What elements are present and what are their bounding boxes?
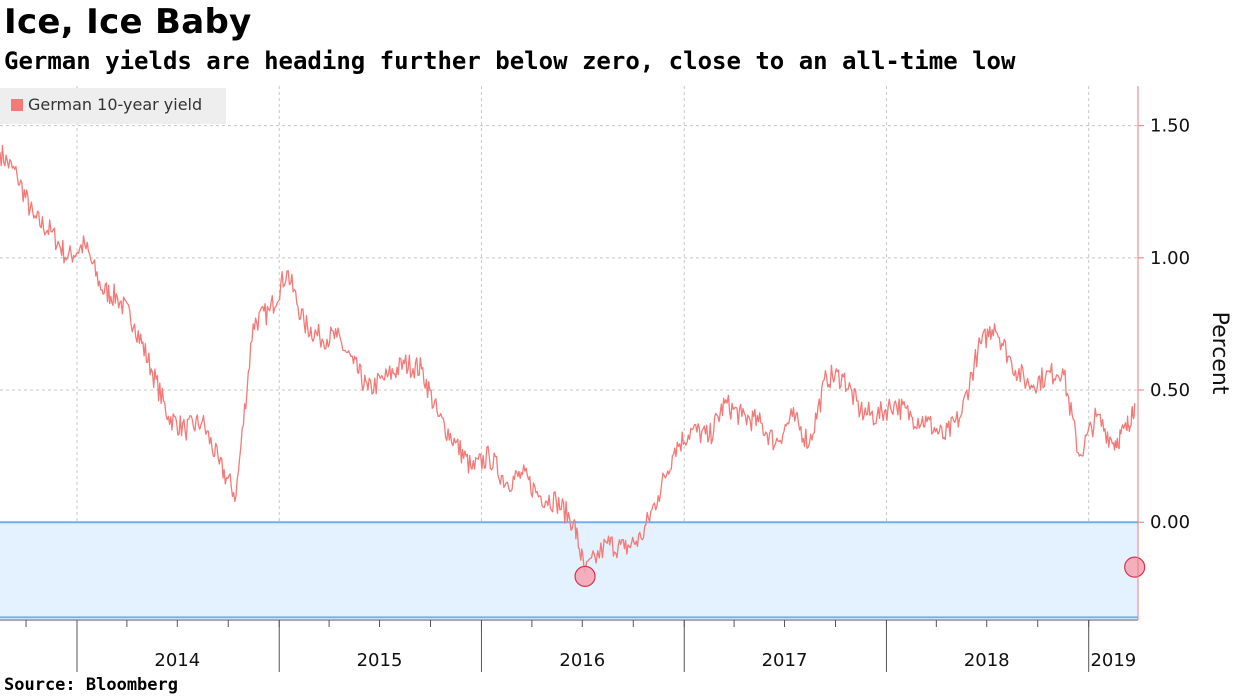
highlight-marker-1 (1124, 556, 1146, 578)
source-note: Source: Bloomberg (4, 675, 178, 695)
zero-band-fill (0, 522, 1138, 618)
y-tick-label-3: 0.00 (1150, 512, 1190, 533)
marker-layer (574, 556, 1146, 587)
axis-layer: 1.50 1.00 0.50 0.00 2014 2015 2016 2017 2018 2019 (0, 86, 1190, 672)
series-layer (0, 144, 1136, 574)
y-axis-title: Percent (1207, 312, 1232, 395)
highlight-marker-0 (574, 565, 596, 587)
x-tick-label-2014: 2014 (154, 650, 200, 671)
x-tick-label-2015: 2015 (357, 650, 403, 671)
series-line-german-10-year-yield (0, 144, 1136, 574)
chart-title: Ice, Ice Baby (4, 2, 252, 42)
y-tick-label-1: 1.00 (1150, 248, 1190, 269)
chart-subtitle: German yields are heading further below … (4, 47, 1016, 75)
legend-label: German 10-year yield (28, 95, 203, 114)
legend-swatch (11, 99, 23, 111)
legend (0, 88, 226, 124)
x-tick-label-2019: 2019 (1090, 650, 1136, 671)
y-tick-label-0: 1.50 (1150, 116, 1190, 137)
y-tick-label-2: 0.50 (1150, 380, 1190, 401)
x-tick-label-2016: 2016 (559, 650, 605, 671)
zero-band (0, 521, 1138, 619)
x-tick-label-2017: 2017 (762, 650, 808, 671)
x-tick-label-2018: 2018 (964, 650, 1010, 671)
